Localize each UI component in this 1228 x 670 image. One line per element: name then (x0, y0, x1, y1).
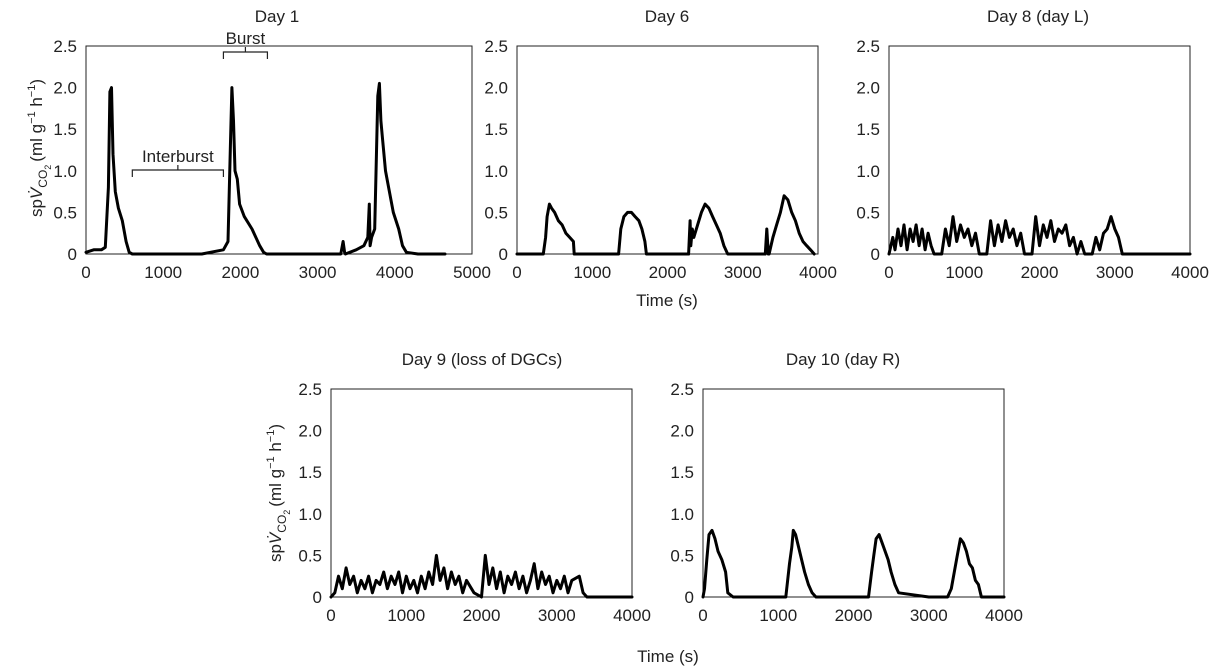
y-tick-label: 2.5 (856, 37, 880, 56)
x-tick-label: 0 (512, 263, 521, 282)
y-tick-label: 1.5 (53, 120, 77, 139)
panel-title-day9: Day 9 (loss of DGCs) (402, 350, 563, 369)
y-tick-label: 1.5 (670, 463, 694, 482)
y-tick-label: 0.5 (670, 546, 694, 565)
y-tick-label: 1.0 (53, 162, 77, 181)
annotation-label: Interburst (142, 147, 214, 166)
x-tick-label: 2000 (463, 606, 501, 625)
y-tick-label: 2.5 (670, 380, 694, 399)
series-line (329, 553, 634, 599)
y-tick-label: 1.0 (298, 505, 322, 524)
plot-frame (330, 388, 633, 598)
x-tick-label: 0 (884, 263, 893, 282)
series-line (84, 81, 447, 256)
x-tick-label: 2000 (649, 263, 687, 282)
panel-day8: 0 0.5 1.0 1.5 2.0 2.5 0 1000 2000 3000 4000 (856, 37, 1209, 282)
y-tick-label: 0 (871, 245, 880, 264)
x-tick-label: 2000 (221, 263, 259, 282)
x-tick-label: 1000 (144, 263, 182, 282)
panel-title-day1: Day 1 (255, 7, 299, 26)
y-tick-label: 0 (685, 588, 694, 607)
panel-title-day10: Day 10 (day R) (786, 350, 900, 369)
x-tick-label: 3000 (724, 263, 762, 282)
y-tick-label: 2.0 (298, 422, 322, 441)
x-tick-label: 4000 (799, 263, 837, 282)
y-tick-label: 2.0 (670, 422, 694, 441)
panel-day9: 0 0.5 1.0 1.5 2.0 2.5 0 1000 2000 3000 4000 (298, 380, 651, 625)
y-tick-label: 2.5 (53, 37, 77, 56)
panel-day6: 0 0.5 1.0 1.5 2.0 2.5 0 1000 2000 3000 4000 (484, 37, 837, 282)
y-tick-label: 0.5 (298, 546, 322, 565)
y-axis-label-bottom: spV̇CO2(ml g−1 h−1) (265, 424, 292, 562)
y-tick-label: 0.5 (856, 203, 880, 222)
x-tick-label: 1000 (387, 606, 425, 625)
x-tick-label: 4000 (1171, 263, 1209, 282)
x-tick-label: 3000 (910, 606, 948, 625)
x-tick-label: 0 (81, 263, 90, 282)
series-line (515, 194, 816, 256)
y-tick-label: 1.5 (856, 120, 880, 139)
series-line (887, 215, 1192, 256)
x-axis-label-top: Time (s) (636, 291, 698, 310)
y-tick-label: 0 (499, 245, 508, 264)
y-tick-label: 2.5 (484, 37, 508, 56)
y-tick-label: 1.5 (484, 120, 508, 139)
series-line (701, 528, 1006, 599)
y-axis-label-top: spV̇CO2(ml g−1 h−1) (26, 79, 53, 217)
y-tick-label: 0.5 (484, 203, 508, 222)
y-tick-label: 0.5 (53, 203, 77, 222)
x-tick-label: 3000 (299, 263, 337, 282)
y-tick-label: 0 (68, 245, 77, 264)
panel-title-day8: Day 8 (day L) (987, 7, 1089, 26)
annotation-bracket (131, 165, 225, 177)
y-tick-label: 1.0 (670, 505, 694, 524)
x-tick-label: 1000 (759, 606, 797, 625)
panel-title-day6: Day 6 (645, 7, 689, 26)
panel-day10: 0 0.5 1.0 1.5 2.0 2.5 0 1000 2000 3000 4000 (670, 380, 1023, 625)
x-tick-label: 4000 (613, 606, 651, 625)
y-tick-label: 2.0 (53, 79, 77, 98)
y-tick-label: 2.0 (484, 79, 508, 98)
x-tick-label: 0 (698, 606, 707, 625)
y-tick-label: 0 (313, 588, 322, 607)
x-tick-label: 2000 (1021, 263, 1059, 282)
x-tick-label: 5000 (453, 263, 491, 282)
x-tick-label: 4000 (985, 606, 1023, 625)
x-tick-label: 1000 (573, 263, 611, 282)
panel-day1: 0 0.5 1.0 1.5 2.0 2.5 0 1000 2000 3000 4000 5000 Int… (53, 29, 491, 282)
annotation-bracket (222, 47, 269, 59)
y-tick-label: 1.5 (298, 463, 322, 482)
x-tick-label: 3000 (1096, 263, 1134, 282)
plot-frame (702, 388, 1005, 598)
x-tick-label: 3000 (538, 606, 576, 625)
y-tick-label: 2.0 (856, 79, 880, 98)
x-axis-label-bottom: Time (s) (637, 647, 699, 666)
x-tick-label: 4000 (376, 263, 414, 282)
y-tick-label: 1.0 (484, 162, 508, 181)
plot-frame (888, 45, 1191, 255)
y-tick-label: 1.0 (856, 162, 880, 181)
y-tick-label: 2.5 (298, 380, 322, 399)
x-tick-label: 0 (326, 606, 335, 625)
x-tick-label: 1000 (945, 263, 983, 282)
annotation-label: Burst (226, 29, 266, 48)
x-tick-label: 2000 (835, 606, 873, 625)
